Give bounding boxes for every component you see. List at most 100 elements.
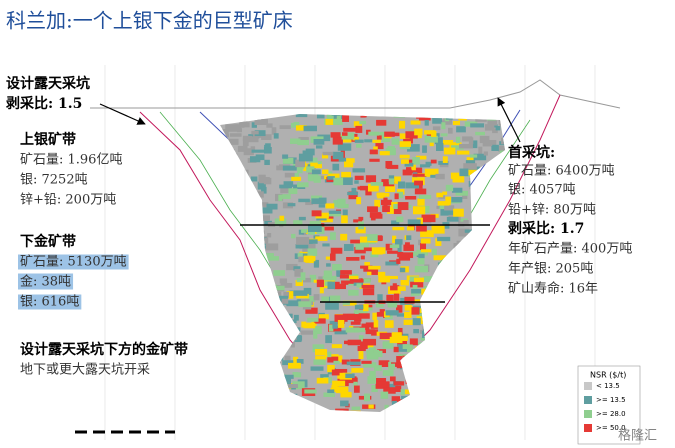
ore-block [452,328,464,335]
zone-line: 锌+铅: 200万吨 [20,193,116,208]
ore-block [303,322,316,329]
ore-block [280,374,294,379]
ore-block [449,408,457,412]
ore-block [490,185,496,194]
ore-block [492,337,501,344]
ore-block [489,355,498,361]
arrow [99,103,146,125]
ore-block [272,285,285,291]
ore-block [440,395,445,401]
ore-block [494,405,500,411]
ore-block [346,257,360,261]
ore-block [268,284,277,293]
ore-block [469,406,482,411]
highlight [18,273,74,290]
ore-block [221,181,233,190]
ore-block [413,328,419,334]
legend-label: < 13.5 [596,382,620,390]
ore-block [458,143,473,149]
ore-block [487,307,499,315]
ore-block [221,152,227,156]
ore-block [497,382,505,387]
ore-block [416,225,427,232]
ore-block [251,412,260,417]
ore-block [364,262,370,268]
ore-block [397,181,406,189]
ore-block [465,276,474,285]
ore-block [288,188,298,195]
ore-block [282,398,289,403]
ore-block [471,292,486,300]
ore-block [227,309,240,318]
ore-block [302,305,312,310]
ore-block [220,163,232,168]
ore-block [230,192,239,197]
ore-block [328,324,336,332]
ore-block [491,144,499,151]
ore-block [293,314,299,321]
ore-block [286,263,298,271]
ore-block [220,340,224,348]
ore-block [296,277,302,283]
ore-block [510,418,518,424]
ore-block [393,293,400,301]
ore-block [431,225,445,234]
ore-block [322,243,330,247]
ore-block [331,114,340,116]
ore-block [484,124,495,131]
ore-block [230,344,240,348]
ore-block [225,290,231,299]
ore-block [431,400,446,408]
ore-block [376,302,384,308]
ore-block [282,194,291,199]
ore-block [353,381,358,389]
ore-block [499,367,505,376]
ore-block [228,181,243,186]
ore-block [288,327,301,333]
ore-block [389,363,396,370]
ore-block [326,263,331,267]
ore-block [325,302,339,310]
ore-block [460,260,472,266]
ore-block [401,398,407,405]
ore-block [304,296,316,302]
ore-block [455,190,469,196]
ore-block [488,389,494,396]
ore-block [323,270,333,278]
ore-block [264,292,272,299]
ore-block [262,304,269,308]
ore-block [313,259,320,268]
ore-block [468,402,476,406]
ore-block [283,375,292,383]
ore-block [442,140,454,145]
ore-block [394,239,403,245]
ore-block [333,177,344,186]
ore-block [297,182,309,188]
ore-block [441,122,446,130]
ore-block [342,209,348,217]
ore-block [251,122,257,128]
ore-block [218,417,228,425]
starter-line: 银: 4057吨 [508,183,576,198]
ore-block [360,265,373,269]
ore-block [266,291,274,298]
ore-block [414,265,429,273]
ore-block [425,350,433,356]
ore-block [482,305,493,310]
ore-block [310,162,323,169]
starter-heading: 首采坑: [508,144,555,161]
ore-block [388,178,395,185]
ore-block [405,195,417,200]
ore-block [469,154,478,158]
ore-block [220,339,226,343]
ore-block [479,403,492,411]
ore-block [268,337,281,344]
ore-block [332,157,347,162]
ore-block [498,222,505,231]
ore-block [313,294,320,301]
ore-block [350,321,361,325]
ore-block [397,252,409,258]
ore-block [476,336,487,340]
ore-block [470,294,477,299]
ore-block [233,284,238,292]
